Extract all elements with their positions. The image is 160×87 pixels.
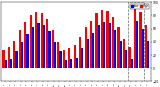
Bar <box>48 31 51 68</box>
Bar <box>37 23 40 68</box>
Bar <box>139 12 142 68</box>
Bar <box>134 5 136 68</box>
Bar <box>19 30 21 68</box>
Bar <box>30 15 32 68</box>
Bar <box>145 25 147 68</box>
Bar <box>68 48 70 68</box>
Bar <box>63 50 65 68</box>
Bar <box>109 23 111 68</box>
Bar <box>117 27 120 68</box>
Bar <box>43 25 45 68</box>
Bar <box>128 2 144 81</box>
Bar <box>84 27 87 68</box>
Bar <box>59 51 62 68</box>
Bar <box>10 59 12 68</box>
Bar <box>8 47 10 68</box>
Bar <box>24 22 26 68</box>
Bar <box>112 17 114 68</box>
Bar <box>125 50 127 68</box>
Bar <box>54 42 56 68</box>
Bar <box>41 13 43 68</box>
Bar <box>136 21 138 68</box>
Bar <box>147 41 149 68</box>
Bar <box>128 47 131 68</box>
Bar <box>98 25 100 68</box>
Bar <box>2 50 4 68</box>
Bar <box>96 13 98 68</box>
Bar <box>26 34 29 68</box>
Legend: Low, High: Low, High <box>130 4 149 9</box>
Bar <box>87 39 89 68</box>
Bar <box>81 48 84 68</box>
Bar <box>79 37 81 68</box>
Bar <box>92 33 94 68</box>
Bar <box>70 59 72 68</box>
Bar <box>46 19 48 68</box>
Bar <box>57 42 59 68</box>
Bar <box>35 12 37 68</box>
Bar <box>142 29 144 68</box>
Bar <box>106 11 109 68</box>
Bar <box>13 41 16 68</box>
Bar <box>4 60 7 68</box>
Bar <box>65 60 67 68</box>
Bar <box>90 21 92 68</box>
Bar <box>114 30 116 68</box>
Bar <box>52 30 54 68</box>
Bar <box>21 42 23 68</box>
Bar <box>103 22 105 68</box>
Bar <box>120 41 122 68</box>
Bar <box>101 10 103 68</box>
Bar <box>32 27 34 68</box>
Bar <box>123 39 125 68</box>
Bar <box>76 58 78 68</box>
Bar <box>74 45 76 68</box>
Bar <box>131 59 133 68</box>
Bar <box>16 51 18 68</box>
